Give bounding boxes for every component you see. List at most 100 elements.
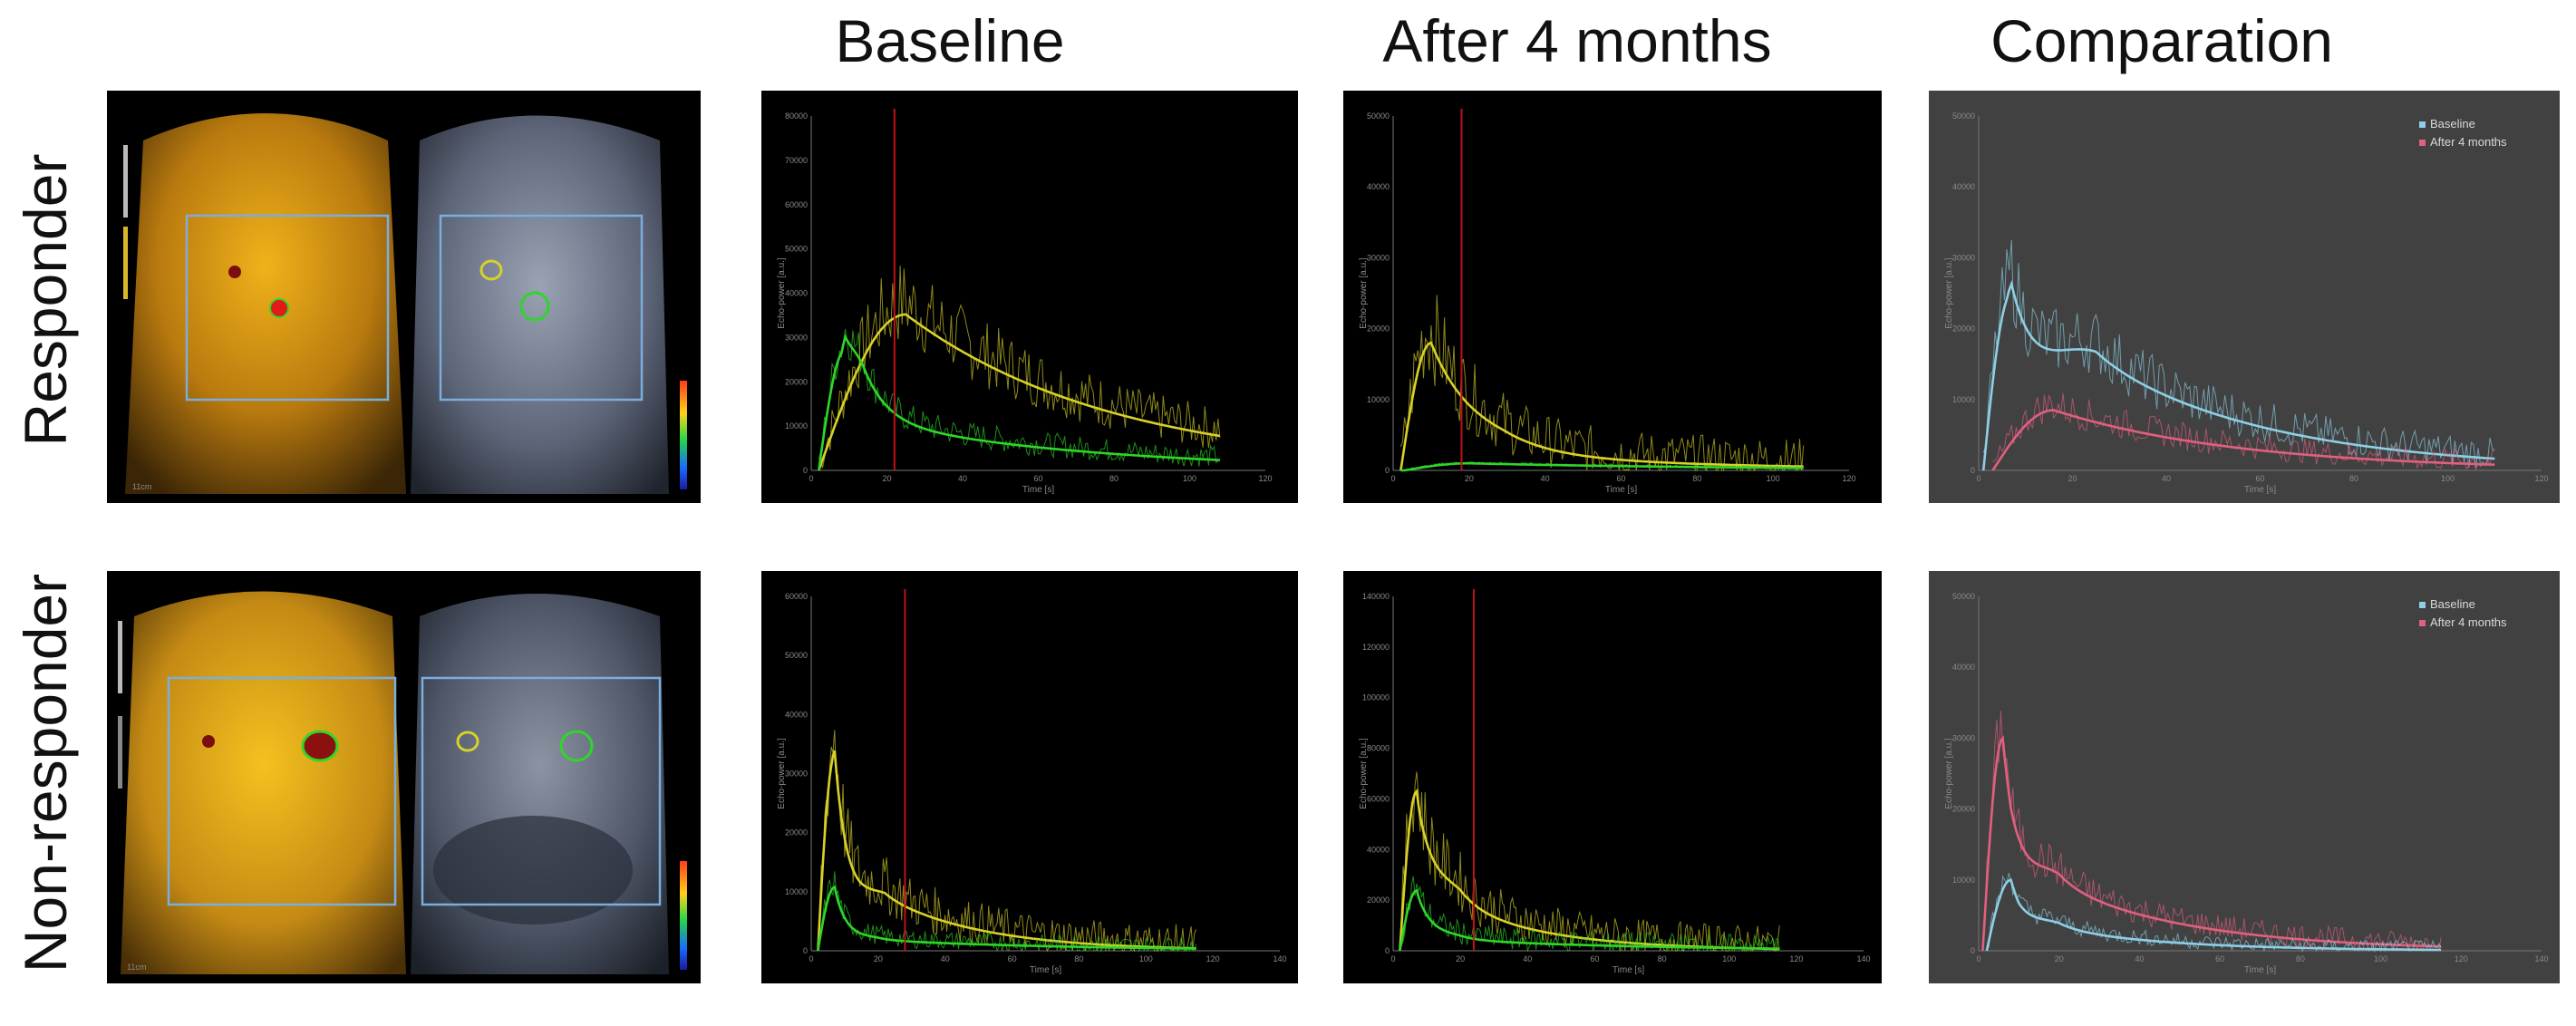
x-tick-label: 20	[2055, 954, 2064, 963]
y-tick-label: 0	[1385, 466, 1390, 475]
chart-responder-baseline: 0 10000 20000 30000 40000 50000 60000 70000 8000…	[761, 91, 1298, 503]
y-axis-label: Echo-power [a.u.]	[777, 257, 787, 329]
y-tick-label: 0	[1385, 946, 1390, 955]
y-tick-label: 30000	[1367, 253, 1390, 262]
y-axis-label: Echo-power [a.u.]	[777, 738, 787, 809]
y-tick-label: 0	[1971, 466, 1975, 475]
x-tick-label: 60	[1590, 954, 1599, 963]
x-tick-label: 0	[1390, 954, 1395, 963]
x-tick-label: 100	[2441, 474, 2455, 483]
y-tick-label: 60000	[785, 200, 808, 209]
y-tick-label: 30000	[1952, 733, 1975, 742]
x-tick-label: 40	[958, 474, 967, 483]
roi-yellow-outline	[479, 259, 503, 281]
x-tick-label: 60	[1616, 474, 1625, 483]
chart-nonresponder-after: 0 20000 40000 60000 80000 100000 120000 140000 0…	[1343, 571, 1882, 983]
x-axis-label: Time [s]	[1022, 485, 1054, 495]
legend-label: Baseline	[2430, 597, 2475, 611]
x-tick-label: 120	[2534, 474, 2548, 483]
green-raw-trace	[818, 329, 1221, 467]
column-header-baseline: Baseline	[835, 7, 1065, 74]
x-tick-label: 20	[2068, 474, 2077, 483]
x-tick-label: 60	[2215, 954, 2224, 963]
x-tick-label: 100	[1722, 954, 1736, 963]
x-tick-label: 20	[1456, 954, 1465, 963]
roi-green-outline	[519, 291, 550, 322]
chart-responder-after: 0 10000 20000 30000 40000 50000 0 20 40 60 80 100 12…	[1343, 91, 1882, 503]
x-tick-label: 120	[1206, 954, 1220, 963]
column-header-after-4-months: After 4 months	[1382, 7, 1772, 74]
y-axis-label: Echo-power [a.u.]	[1359, 738, 1369, 809]
x-tick-label: 140	[2534, 954, 2548, 963]
row-header-non-responder: Non-responder	[12, 573, 79, 973]
x-tick-label: 40	[1541, 474, 1550, 483]
yellow-raw-trace	[818, 266, 1221, 469]
legend-label: After 4 months	[2430, 615, 2507, 629]
x-tick-label: 0	[809, 474, 813, 483]
y-tick-label: 30000	[1952, 253, 1975, 262]
x-tick-label: 20	[882, 474, 891, 483]
green-fit-curve	[817, 885, 1196, 952]
yellow-fit-curve	[818, 313, 1221, 471]
y-tick-label: 70000	[785, 156, 808, 165]
y-tick-label: 50000	[785, 651, 808, 660]
roi-yellow-outline	[456, 731, 479, 752]
x-tick-label: 40	[941, 954, 950, 963]
column-header-comparation: Comparation	[1990, 7, 2333, 74]
x-tick-label: 140	[1273, 954, 1286, 963]
y-tick-label: 50000	[1367, 111, 1390, 121]
baseline-raw-trace	[1982, 239, 2495, 469]
y-tick-label: 10000	[1952, 876, 1975, 885]
x-tick-label: 80	[1658, 954, 1667, 963]
y-tick-label: 40000	[1367, 182, 1390, 191]
grayscale-bar-bottom	[118, 716, 122, 789]
x-tick-label: 60	[1033, 474, 1042, 483]
y-tick-label: 20000	[1952, 324, 1975, 334]
green-fit-curve	[818, 334, 1220, 471]
baseline-fit-curve	[1981, 280, 2495, 471]
y-tick-label: 20000	[1952, 805, 1975, 814]
x-tick-label: 20	[1465, 474, 1474, 483]
grayscale-bar-top	[123, 145, 128, 218]
y-tick-label: 40000	[785, 710, 808, 719]
y-tick-label: 50000	[1952, 592, 1975, 601]
x-tick-label: 40	[2135, 954, 2144, 963]
x-tick-label: 0	[1390, 474, 1395, 483]
x-tick-label: 60	[1008, 954, 1017, 963]
roi-box-left	[167, 676, 397, 906]
ceus-sector-image	[121, 591, 406, 974]
x-axis-label: Time [s]	[1605, 485, 1637, 495]
y-axis-label: Echo-power [a.u.]	[1944, 738, 1954, 809]
y-tick-label: 20000	[785, 828, 808, 837]
x-tick-label: 60	[2255, 474, 2264, 483]
roi-box-right	[439, 214, 644, 402]
y-tick-label: 10000	[785, 887, 808, 896]
x-tick-label: 0	[809, 954, 813, 963]
y-tick-label: 40000	[1952, 182, 1975, 191]
y-tick-label: 50000	[1952, 111, 1975, 121]
color-scale-bar	[680, 381, 687, 489]
y-axis-label: Echo-power [a.u.]	[1944, 257, 1954, 329]
yellow-bar	[123, 227, 128, 299]
ultrasound-image-responder: 11cm	[107, 91, 701, 503]
yellow-fit-curve	[817, 750, 1196, 952]
y-tick-label: 50000	[785, 245, 808, 254]
row-header-responder: Responder	[12, 153, 79, 447]
bmode-sector-image	[411, 115, 669, 494]
x-tick-label: 100	[1139, 954, 1153, 963]
legend-swatch	[2419, 602, 2426, 608]
scale-label: 11cm	[127, 963, 146, 972]
green-fit-curve	[1399, 888, 1780, 952]
x-tick-label: 120	[2455, 954, 2468, 963]
dark-vessel-region	[433, 816, 633, 924]
x-tick-label: 100	[1183, 474, 1196, 483]
x-axis-label: Time [s]	[1030, 965, 1061, 975]
yellow-fit-curve	[1399, 341, 1804, 471]
y-tick-label: 10000	[1367, 395, 1390, 404]
yellow-raw-trace	[817, 730, 1197, 953]
y-tick-label: 0	[803, 466, 808, 475]
green-raw-trace	[817, 871, 1197, 953]
x-tick-label: 40	[1523, 954, 1532, 963]
roi-box-left	[185, 214, 390, 402]
legend-swatch	[2419, 620, 2426, 626]
